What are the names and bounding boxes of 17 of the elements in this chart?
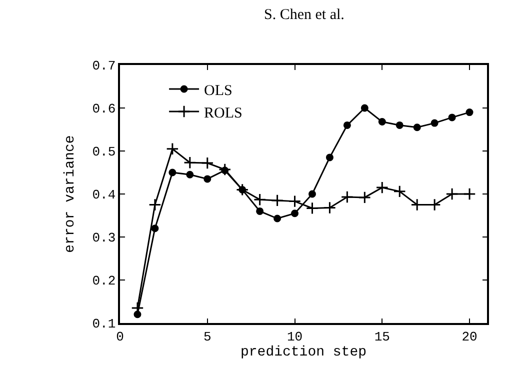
legend-label: OLS — [204, 82, 232, 99]
y-tick-label: 0.4 — [92, 188, 116, 203]
x-tick-label: 20 — [462, 329, 478, 344]
y-tick-label: 0.7 — [92, 58, 116, 74]
y-tick-label: 0.5 — [92, 144, 116, 160]
x-tick-label: 10 — [286, 329, 303, 344]
y-tick-label: 0.6 — [92, 102, 116, 117]
x-tick-label: 15 — [374, 329, 390, 344]
y-tick-label: 0.1 — [92, 316, 116, 332]
text: S. Chen et al. — [264, 7, 344, 23]
legend-label: ROLS — [204, 105, 242, 122]
x-axis-title: prediction step — [240, 344, 367, 360]
x-tick-label: 0 — [116, 329, 124, 344]
y-tick-label: 0.3 — [92, 230, 116, 246]
y-axis-title: error variance — [62, 135, 78, 253]
x-tick-label: 5 — [203, 329, 212, 344]
y-tick-label: 0.2 — [92, 274, 116, 289]
